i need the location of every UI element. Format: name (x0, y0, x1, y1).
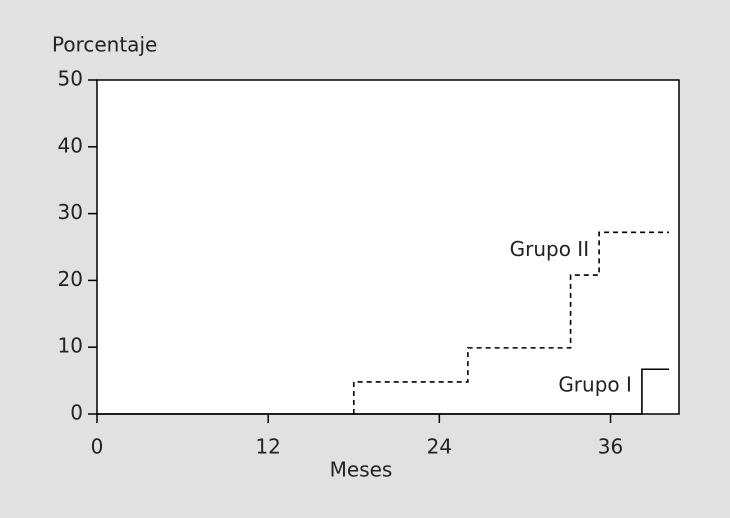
y-tick-label: 40 (58, 133, 83, 157)
x-tick-label: 0 (91, 435, 104, 459)
y-axis-label: Porcentaje (52, 33, 157, 57)
series-label: Grupo I (558, 373, 632, 397)
x-axis-label: Meses (330, 458, 393, 482)
x-tick-label: 24 (427, 435, 452, 459)
y-tick-label: 50 (58, 67, 83, 91)
y-tick-label: 20 (58, 267, 83, 291)
y-tick-label: 30 (58, 200, 83, 224)
plot-area (96, 79, 680, 415)
step-line (97, 368, 670, 415)
step-line (352, 231, 670, 414)
y-tick-label: 10 (58, 334, 83, 358)
x-tick-label: 36 (598, 435, 623, 459)
y-tick-label: 0 (70, 401, 83, 425)
series-label: Grupo II (510, 237, 589, 261)
x-tick-label: 12 (255, 435, 280, 459)
